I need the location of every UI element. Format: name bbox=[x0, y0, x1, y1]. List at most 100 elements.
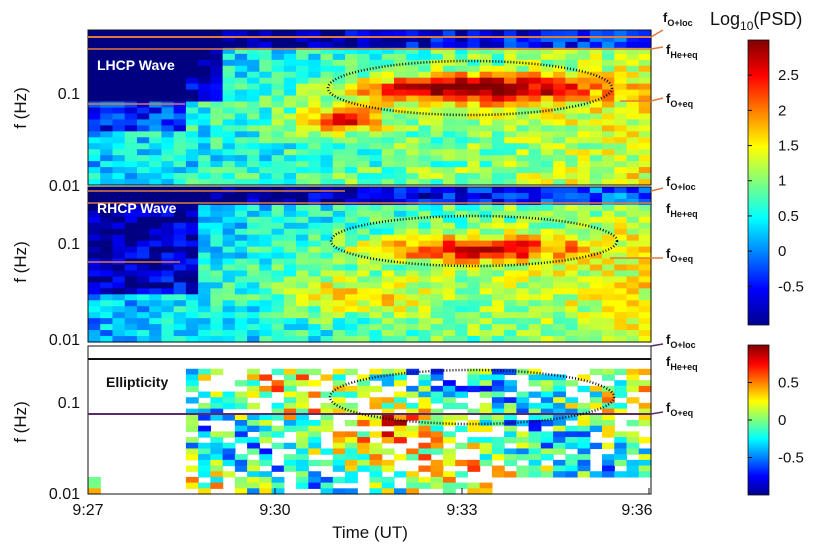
lhcp-cell bbox=[626, 65, 640, 73]
lhcp-cell bbox=[259, 107, 273, 115]
lhcp-cell bbox=[173, 167, 187, 174]
lhcp-cell bbox=[357, 53, 371, 61]
lhcp-cell bbox=[516, 83, 530, 91]
rhcp-cell bbox=[332, 210, 346, 218]
rhcp-cell bbox=[614, 288, 628, 295]
ellipticity-cell bbox=[259, 454, 273, 461]
lhcp-cell bbox=[136, 173, 150, 180]
rhcp-cell bbox=[112, 252, 126, 260]
ellipticity-cell bbox=[406, 454, 420, 461]
lhcp-cell bbox=[271, 167, 285, 174]
lhcp-cell bbox=[320, 119, 334, 126]
ellipticity-cell bbox=[467, 374, 481, 381]
rhcp-cell bbox=[491, 270, 505, 278]
rhcp-cell bbox=[467, 288, 481, 295]
rhcp-cell bbox=[504, 288, 517, 295]
rhcp-cell bbox=[198, 294, 211, 301]
rhcp-cell bbox=[553, 252, 566, 260]
lhcp-cell bbox=[516, 173, 530, 180]
ellipticity-cell bbox=[406, 414, 420, 421]
lhcp-cell bbox=[88, 59, 101, 67]
rhcp-cell bbox=[430, 306, 444, 313]
rhcp-cell bbox=[504, 336, 517, 343]
rhcp-cell bbox=[577, 324, 591, 331]
rhcp-cell bbox=[124, 246, 138, 254]
lhcp-cell bbox=[369, 107, 383, 115]
lhcp-cell bbox=[88, 83, 101, 91]
lhcp-cell bbox=[173, 137, 187, 144]
rhcp-cell bbox=[393, 336, 407, 343]
rhcp-cell bbox=[479, 187, 493, 194]
rhcp-cell bbox=[332, 240, 346, 248]
lhcp-cell bbox=[491, 47, 505, 55]
lhcp-cell bbox=[136, 155, 150, 162]
rhcp-cell bbox=[345, 294, 358, 301]
lhcp-cell bbox=[393, 107, 407, 115]
rhcp-cell bbox=[185, 282, 199, 289]
lhcp-cell bbox=[149, 101, 163, 109]
rhcp-cell bbox=[602, 222, 615, 230]
lhcp-cell bbox=[638, 137, 652, 144]
ellipticity-cell bbox=[442, 380, 456, 387]
rhcp-cell bbox=[418, 282, 432, 289]
rhcp-cell bbox=[296, 336, 309, 343]
ellipticity-cell bbox=[283, 420, 297, 427]
rhcp-cell bbox=[271, 204, 285, 212]
lhcp-cell bbox=[442, 41, 456, 49]
xtick-9:30: 9:30 bbox=[259, 502, 290, 519]
rhcp-cell bbox=[234, 336, 248, 343]
rhcp-cell bbox=[149, 282, 163, 289]
rhcp-cell bbox=[565, 240, 579, 248]
lhcp-cell bbox=[467, 35, 481, 43]
ellipticity-cell bbox=[491, 442, 505, 450]
lhcp-cell bbox=[602, 161, 615, 168]
rhcp-cell bbox=[455, 187, 469, 194]
rhcp-cell bbox=[124, 270, 138, 278]
rhcp-cell bbox=[149, 222, 163, 230]
rhcp-cell bbox=[308, 300, 322, 307]
ellipticity-cell bbox=[504, 471, 517, 478]
ellipticity-cell bbox=[479, 368, 493, 376]
lhcp-cell bbox=[320, 35, 334, 43]
lhcp-cell bbox=[602, 71, 615, 79]
lhcp-cell bbox=[210, 30, 224, 37]
rhcp-cell bbox=[467, 336, 481, 343]
ellipticity-cell bbox=[565, 454, 579, 461]
lhcp-cell bbox=[185, 125, 199, 132]
lhcp-cell bbox=[479, 125, 493, 132]
rhcp-cell bbox=[418, 187, 432, 194]
lhcp-cell bbox=[418, 167, 432, 174]
lhcp-cell bbox=[565, 71, 579, 79]
ellipticity-cell bbox=[210, 397, 224, 404]
lhcp-cell bbox=[283, 131, 297, 138]
rhcp-cell bbox=[88, 288, 101, 295]
ellipticity-cell bbox=[185, 442, 199, 450]
lhcp-cell bbox=[161, 41, 175, 49]
rhcp-cell bbox=[357, 258, 371, 266]
ellipticity-cell bbox=[185, 397, 199, 404]
rhcp-cell bbox=[345, 240, 358, 248]
ellipticity-cell bbox=[553, 380, 566, 387]
rhcp-cell bbox=[430, 222, 444, 230]
rhcp-cell bbox=[296, 228, 309, 236]
rhcp-cell bbox=[467, 222, 481, 230]
rhcp-cell bbox=[88, 300, 101, 307]
lhcp-cell bbox=[528, 41, 542, 49]
ellipticity-cell bbox=[332, 408, 346, 415]
lhcp-cell bbox=[234, 149, 248, 156]
reference-labels: fO+loc fHe+eq fO+eq fO+loc fHe+eq fO+eq … bbox=[663, 10, 698, 418]
rhcp-cell bbox=[173, 252, 187, 260]
ellipticity-cell bbox=[602, 408, 615, 415]
ellipticity-cell bbox=[198, 459, 211, 467]
rhcp-cell bbox=[185, 234, 199, 242]
rhcp-cell bbox=[357, 252, 371, 260]
ellipticity-cell bbox=[430, 471, 444, 478]
lhcp-cell bbox=[136, 119, 150, 126]
rhcp-cell bbox=[259, 234, 273, 242]
lhcp-cell bbox=[234, 59, 248, 67]
rhcp-cell bbox=[198, 204, 211, 212]
lhcp-cell bbox=[161, 71, 175, 79]
rhcp-cell bbox=[357, 198, 371, 206]
rhcp-cell bbox=[589, 324, 603, 331]
rhcp-cell bbox=[222, 234, 236, 242]
